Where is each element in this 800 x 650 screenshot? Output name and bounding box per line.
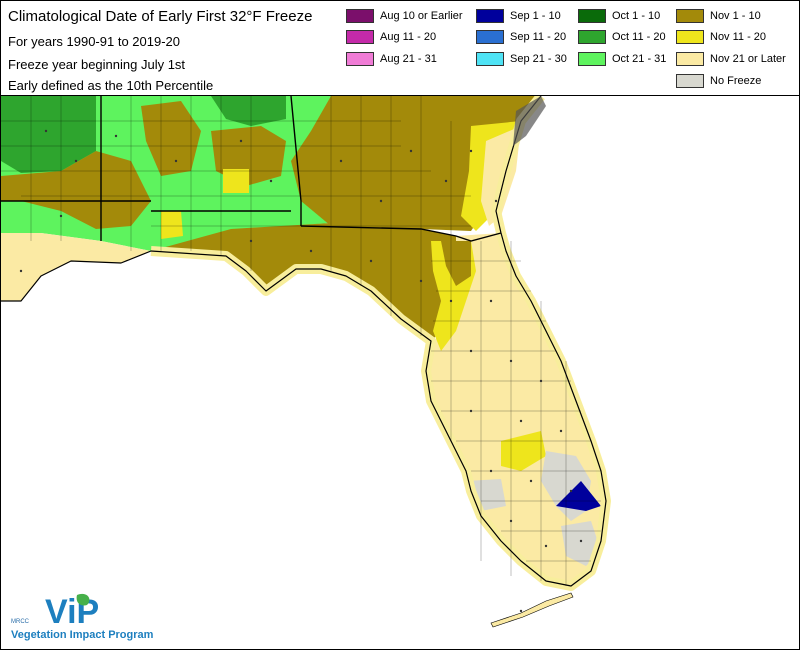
legend: Aug 10 or Earlier Aug 11 - 20 Aug 21 - 3… — [346, 7, 799, 93]
legend-swatch — [578, 30, 606, 44]
legend-swatch — [346, 30, 374, 44]
legend-item: Nov 11 - 20 — [676, 28, 766, 46]
legend-swatch — [476, 9, 504, 23]
map-subtitle-definition: Early defined as the 10th Percentile — [8, 78, 214, 93]
legend-item: Sep 21 - 30 — [476, 50, 567, 68]
region-fl-nov1-strip — [441, 241, 471, 286]
legend-swatch — [346, 52, 374, 66]
legend-item: Sep 11 - 20 — [476, 28, 566, 46]
region-nov11-small-2 — [161, 211, 183, 239]
legend-swatch — [578, 52, 606, 66]
legend-item: No Freeze — [676, 72, 761, 90]
legend-item: Nov 21 or Later — [676, 50, 786, 68]
legend-label: No Freeze — [710, 75, 762, 87]
region-north-darkgreen-2 — [211, 96, 286, 126]
legend-swatch — [676, 30, 704, 44]
vip-logo-mark: ViP — [45, 593, 99, 627]
legend-item: Oct 1 - 10 — [578, 7, 660, 25]
vip-logo: ViP MRCC Vegetation Impact Program — [9, 593, 169, 645]
county-borders — [1, 96, 601, 586]
region-no-freeze-south — [561, 521, 601, 566]
legend-item: Oct 11 - 20 — [578, 28, 666, 46]
legend-swatch — [346, 9, 374, 23]
region-al-nov1-a — [1, 151, 151, 229]
region-north-darkgreen — [1, 96, 96, 173]
leaf-icon — [76, 593, 90, 606]
vip-logo-small-text: MRCC — [11, 619, 29, 625]
region-no-freeze-west — [466, 479, 506, 511]
urban-patch — [513, 96, 546, 146]
legend-item: Aug 21 - 31 — [346, 50, 437, 68]
vip-logo-letters: ViP — [45, 593, 99, 627]
map-subtitle-years: For years 1990-91 to 2019-20 — [8, 34, 180, 49]
legend-label: Aug 21 - 31 — [380, 53, 437, 65]
legend-swatch — [676, 52, 704, 66]
legend-label: Nov 11 - 20 — [710, 31, 767, 43]
legend-label: Sep 1 - 10 — [510, 10, 561, 22]
land-mass — [1, 96, 606, 628]
legend-swatch — [676, 9, 704, 23]
map-subtitle-freeze-year: Freeze year beginning July 1st — [8, 57, 186, 72]
legend-item: Aug 10 or Earlier — [346, 7, 463, 25]
legend-item: Oct 21 - 31 — [578, 50, 666, 68]
vip-logo-caption: Vegetation Impact Program — [11, 629, 154, 641]
legend-swatch — [578, 9, 606, 23]
station-dots — [19, 129, 583, 613]
legend-label: Nov 1 - 10 — [710, 10, 761, 22]
legend-swatch — [476, 30, 504, 44]
coastline — [1, 95, 607, 587]
region-al-nov1-b — [141, 101, 201, 176]
legend-label: Aug 11 - 20 — [380, 31, 437, 43]
legend-item: Aug 11 - 20 — [346, 28, 436, 46]
legend-label: Sep 11 - 20 — [510, 31, 567, 43]
legend-label: Sep 21 - 30 — [510, 53, 567, 65]
region-keys — [490, 592, 574, 628]
legend-label: Oct 1 - 10 — [612, 10, 661, 22]
region-sep-pocket — [556, 481, 601, 511]
legend-label: Oct 11 - 20 — [612, 31, 666, 43]
legend-swatch — [476, 52, 504, 66]
legend-label: Nov 21 or Later — [710, 53, 786, 65]
region-gulf-coast-light — [1, 233, 151, 301]
region-fl-panhandle — [151, 223, 471, 341]
legend-label: Oct 21 - 31 — [612, 53, 667, 65]
legend-swatch — [676, 74, 704, 88]
legend-item: Nov 1 - 10 — [676, 7, 761, 25]
map-header: Climatological Date of Early First 32°F … — [1, 1, 799, 96]
map-title: Climatological Date of Early First 32°F … — [8, 8, 313, 25]
region-nov11-small — [223, 169, 249, 193]
legend-item: Sep 1 - 10 — [476, 7, 561, 25]
legend-label: Aug 10 or Earlier — [380, 10, 463, 22]
